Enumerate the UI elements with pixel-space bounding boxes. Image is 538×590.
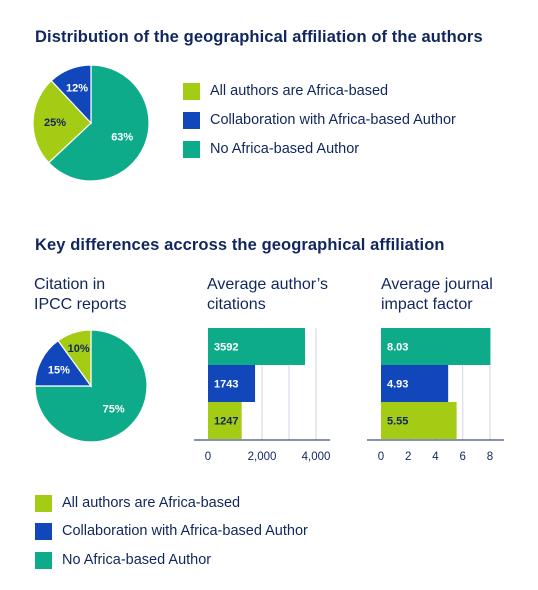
- legend-1-swatch-2: [183, 141, 200, 158]
- pie2-label-1: 15%: [48, 365, 70, 377]
- bar1-value-label-2: 1247: [214, 416, 238, 428]
- bar2-title: Average journal impact factor: [381, 275, 493, 315]
- bar1-value-label-1: 1743: [214, 379, 238, 391]
- bar1-title: Average author’s citations: [207, 275, 328, 315]
- pie2-slice-0: [34, 329, 148, 443]
- pie1-slice-0: [47, 64, 150, 182]
- bar2-tick-label-1: 2: [405, 451, 411, 463]
- bar1-tick-label-0: 0: [205, 451, 211, 463]
- bar-chart-citations: 3592 1743 1247 0 2,000 4,000 8.03 4.93 5.55 0 2 4 6…: [194, 328, 504, 463]
- bar1-bar-0: [208, 328, 305, 365]
- pie1-slice-2: [50, 64, 92, 125]
- bar2-value-label-0: 8.03: [387, 342, 408, 354]
- legend-1-swatch-0: [183, 83, 200, 100]
- bar1-bar-1: [208, 365, 256, 402]
- pie2-title-line2: IPCC reports: [34, 296, 127, 313]
- bar1-tick-label-1: 2,000: [248, 451, 277, 463]
- legend-1-label-0: All authors are Africa-based: [210, 83, 389, 99]
- bar1-bar-2: [208, 402, 242, 439]
- bar2-tick-label-2: 4: [432, 451, 439, 463]
- bar1-value-label-0: 3592: [214, 342, 238, 354]
- legend-2-swatch-0: [35, 495, 52, 512]
- bar1-tick-label-2: 4,000: [302, 451, 331, 463]
- legend-2-label-2: No Africa-based Author: [62, 552, 212, 568]
- pie2-slice-2: [57, 329, 92, 388]
- bar2-bar-1: [381, 365, 449, 402]
- section2-title: Key differences accross the geographical…: [35, 236, 445, 254]
- pie-chart-1: 63% 25% 12%: [32, 64, 150, 182]
- bar2-tick-label-3: 6: [460, 451, 466, 463]
- legend-2-label-0: All authors are Africa-based: [62, 495, 241, 511]
- bar2-title-line2: impact factor: [381, 296, 473, 313]
- bar2-value-label-2: 5.55: [387, 416, 408, 428]
- pie1-slice-1: [32, 79, 92, 164]
- pie2-title-line1: Citation in: [34, 276, 106, 293]
- pie-chart-2: 75% 15% 10%: [34, 329, 148, 443]
- bar1-title-line1: Average author’s: [207, 276, 328, 293]
- bar2-value-label-1: 4.93: [387, 379, 408, 391]
- section1-title: Distribution of the geographical affilia…: [35, 28, 483, 46]
- legend-1-swatch-1: [183, 112, 200, 129]
- pie2-label-2: 10%: [68, 343, 90, 355]
- legend-2-swatch-2: [35, 552, 52, 569]
- legend-2-swatch-1: [35, 523, 52, 540]
- pie2-label-0: 75%: [103, 404, 125, 416]
- bar2-bar-2: [381, 402, 457, 439]
- bar2-bar-0: [381, 328, 491, 365]
- pie1-label-2: 12%: [66, 83, 88, 95]
- pie1-label-0: 63%: [111, 132, 133, 144]
- legend-2-label-1: Collaboration with Africa-based Author: [62, 523, 308, 539]
- pie2-slice-1: [34, 339, 93, 387]
- legend-1-label-1: Collaboration with Africa-based Author: [210, 112, 456, 128]
- bar2-title-line1: Average journal: [381, 276, 493, 293]
- bar1-title-line2: citations: [207, 296, 266, 313]
- pie1-label-1: 25%: [44, 117, 66, 129]
- bar2-tick-label-0: 0: [378, 451, 384, 463]
- legend-1-label-2: No Africa-based Author: [210, 141, 360, 157]
- bar2-tick-label-4: 8: [487, 451, 493, 463]
- pie2-title: Citation in IPCC reports: [34, 275, 126, 315]
